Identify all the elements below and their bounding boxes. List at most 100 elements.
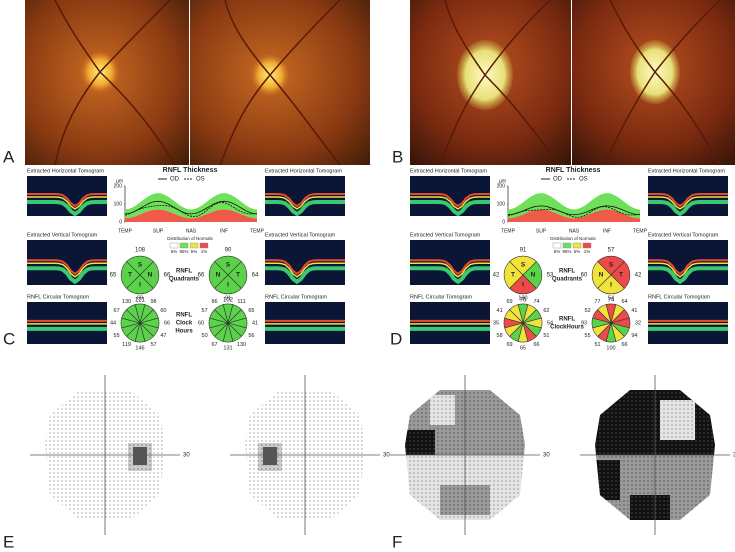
visual-field: 30 <box>230 375 390 535</box>
clock-value: 119 <box>122 342 131 348</box>
quadrant-sector <box>591 261 612 289</box>
quadrant-letter: I <box>522 282 524 289</box>
x-label: TEMP <box>501 228 516 234</box>
tomogram <box>265 302 345 344</box>
clock-value: 111 <box>237 299 245 305</box>
panel-label: A <box>3 147 15 166</box>
tomogram <box>265 240 345 285</box>
retina-layer <box>265 200 345 217</box>
tomogram <box>648 302 728 344</box>
tomogram <box>27 240 107 285</box>
tomogram <box>410 240 490 285</box>
clock-value: 146 <box>135 345 144 351</box>
clock-value: 130 <box>237 342 246 348</box>
unit: µm <box>116 178 123 184</box>
x-label: TEMP <box>633 228 648 234</box>
y-tick-label: 200 <box>497 183 506 189</box>
y-tick-label: 200 <box>114 183 123 189</box>
retina-layer <box>648 259 728 276</box>
dist-swatch <box>562 242 572 249</box>
clock-value: 94 <box>631 333 637 339</box>
retina-layer <box>265 262 345 278</box>
field-defect <box>405 430 435 455</box>
y-tick-label: 100 <box>497 201 506 207</box>
clock-value: 69 <box>137 295 143 301</box>
tomogram-label: Extracted Horizontal Tomogram <box>27 168 104 174</box>
clock-value: 60 <box>198 320 204 326</box>
field-defect <box>595 460 620 500</box>
tomogram-label: Extracted Vertical Tomogram <box>410 232 481 238</box>
quadrant-value: 74 <box>608 298 615 304</box>
clock-value: 55 <box>114 333 120 339</box>
retina-layer <box>410 262 490 278</box>
clock-value: 62 <box>543 308 549 314</box>
quadrant-letter: T <box>511 272 515 279</box>
quadrant-letter: N <box>531 272 536 279</box>
quadrant-letter: N <box>148 272 153 279</box>
tomogram-label: Extracted Horizontal Tomogram <box>410 168 487 174</box>
clock-sector <box>126 304 141 325</box>
x-label: INF <box>220 228 228 234</box>
clock-label: ClockHours <box>550 325 584 331</box>
quadrant-value: 64 <box>252 273 259 279</box>
clock-value: 93 <box>581 320 587 326</box>
dist-label: 5% <box>171 249 178 254</box>
clock-value: 91 <box>225 295 231 301</box>
low-band <box>125 209 257 222</box>
tomogram-label: Extracted Vertical Tomogram <box>27 232 98 238</box>
retina-layer <box>648 262 728 278</box>
dist-swatch <box>582 242 592 249</box>
panel-label: F <box>392 532 402 551</box>
normal-band <box>508 193 640 219</box>
dist-label: 1% <box>201 249 208 254</box>
clock-value: 130 <box>518 295 527 301</box>
retina-layer <box>27 262 107 278</box>
os-line <box>124 202 258 218</box>
quadrant-sector <box>208 261 229 289</box>
quadrant-value: 66 <box>164 273 171 279</box>
unit: µm <box>499 178 506 184</box>
field-defect <box>258 443 282 471</box>
quadrant-letter: I <box>227 282 229 289</box>
fundus-a <box>25 0 370 166</box>
axis-label: 30 <box>733 453 735 459</box>
tomogram <box>265 176 345 216</box>
quadrant-letter: N <box>599 272 604 279</box>
quadrant-letter: S <box>609 262 614 269</box>
tomogram <box>410 302 490 344</box>
visual-field: 30 <box>30 375 190 535</box>
tomogram-label: RNFL Circular Tomogram <box>27 294 89 300</box>
dist-swatch <box>169 242 179 249</box>
x-label: SUP <box>536 228 547 234</box>
dist-swatch <box>189 242 199 249</box>
retina-layer <box>648 193 728 208</box>
retina-layer <box>265 266 345 285</box>
chart-title: RNFL Thickness <box>163 167 218 174</box>
tomogram-label: Extracted Horizontal Tomogram <box>265 168 342 174</box>
quadrant-value: 121 <box>135 298 146 304</box>
clock-label: Hours <box>175 329 193 335</box>
clock-sector <box>214 304 229 325</box>
clock-value: 41 <box>252 320 258 326</box>
quadrant-letter: T <box>128 272 132 279</box>
tomogram <box>648 176 728 216</box>
quadrant-sector <box>214 255 242 276</box>
clock-value: 44 <box>110 320 116 326</box>
retina-layer <box>27 200 107 217</box>
tomogram-label: Extracted Horizontal Tomogram <box>648 168 725 174</box>
clock-value: 66 <box>164 320 170 326</box>
legend-label: OD <box>170 177 180 183</box>
visual-field: 30 <box>580 375 735 535</box>
dist-swatch <box>572 242 582 249</box>
field-defect <box>128 443 152 471</box>
dist-label: 5% <box>554 249 561 254</box>
quadrant-sector <box>610 261 631 289</box>
clock-value: 66 <box>621 342 627 348</box>
x-label: INF <box>603 228 611 234</box>
clock-value: 52 <box>585 308 591 314</box>
clock-value: 64 <box>621 299 627 305</box>
panel-label: E <box>3 532 14 551</box>
quadrant-value: 60 <box>581 273 588 279</box>
quadrant-value: 108 <box>135 248 146 254</box>
quadrants-label: RNFL <box>559 269 575 275</box>
